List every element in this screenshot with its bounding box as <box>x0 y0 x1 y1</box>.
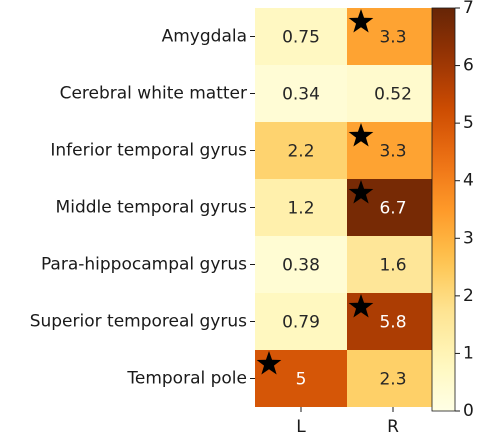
cell-value-label: 6.7 <box>379 199 406 219</box>
cell-value-label: 2.2 <box>287 142 314 162</box>
significance-star-icon <box>348 123 374 147</box>
column-label: L <box>296 417 306 437</box>
cell-value-label: 3.3 <box>379 142 406 162</box>
colorbar-frame <box>431 7 456 412</box>
row-label: Inferior temporal gyrus <box>50 141 247 161</box>
significance-star-icon <box>348 9 374 33</box>
heatmap-cell <box>255 65 347 122</box>
colorbar-gradient <box>432 8 455 411</box>
heatmap-cell <box>347 236 439 293</box>
significance-star-icon <box>348 180 374 204</box>
heatmap-cell <box>255 236 347 293</box>
cell-value-label: 0.38 <box>282 256 320 276</box>
row-label: Cerebral white matter <box>60 84 247 104</box>
significance-star-icon <box>348 294 374 318</box>
heatmap-cell <box>255 8 347 65</box>
heatmap-cell <box>255 122 347 179</box>
cell-value-label: 0.34 <box>282 85 320 105</box>
row-label: Superior temporeal gyrus <box>30 312 247 332</box>
colorbar-tick-label: 1 <box>463 343 474 363</box>
cell-value-label: 0.52 <box>374 85 412 105</box>
heatmap-cell <box>255 179 347 236</box>
significance-star-icon <box>256 351 282 375</box>
heatmap-cell <box>255 293 347 350</box>
row-label: Middle temporal gyrus <box>56 198 248 218</box>
cell-value-label: 0.75 <box>282 28 320 48</box>
cell-value-label: 5.8 <box>379 313 406 333</box>
heatmap-cell <box>347 65 439 122</box>
cell-value-label: 0.79 <box>282 313 320 333</box>
row-label: Para-hippocampal gyrus <box>41 255 247 275</box>
colorbar: 0 1 2 3 4 5 6 7 <box>431 0 474 421</box>
colorbar-tick-label: 2 <box>463 286 474 306</box>
row-label: Amygdala <box>162 27 247 47</box>
colorbar-tick-label: 3 <box>463 228 474 248</box>
heatmap-cells: 0.75 3.3 0.34 0.52 2.2 3.3 1.2 6.7 0.38 1.6 0.79 5.… <box>255 8 439 407</box>
cell-value-label: 1.2 <box>287 199 314 219</box>
cell-value-label: 5 <box>296 370 307 390</box>
column-label: R <box>387 417 399 437</box>
colorbar-tick-label: 0 <box>463 401 474 421</box>
colorbar-tick-label: 5 <box>463 113 474 133</box>
cell-value-label: 3.3 <box>379 28 406 48</box>
colorbar-tick-label: 6 <box>463 56 474 76</box>
cell-value-label: 2.3 <box>379 370 406 390</box>
heatmap-cell <box>347 350 439 407</box>
row-labels: Amygdala Cerebral white matter Inferior te… <box>30 27 255 389</box>
colorbar-tick-label: 7 <box>463 0 474 18</box>
row-label: Temporal pole <box>126 369 247 389</box>
cell-value-label: 1.6 <box>379 256 406 276</box>
colorbar-tick-label: 4 <box>463 171 474 191</box>
